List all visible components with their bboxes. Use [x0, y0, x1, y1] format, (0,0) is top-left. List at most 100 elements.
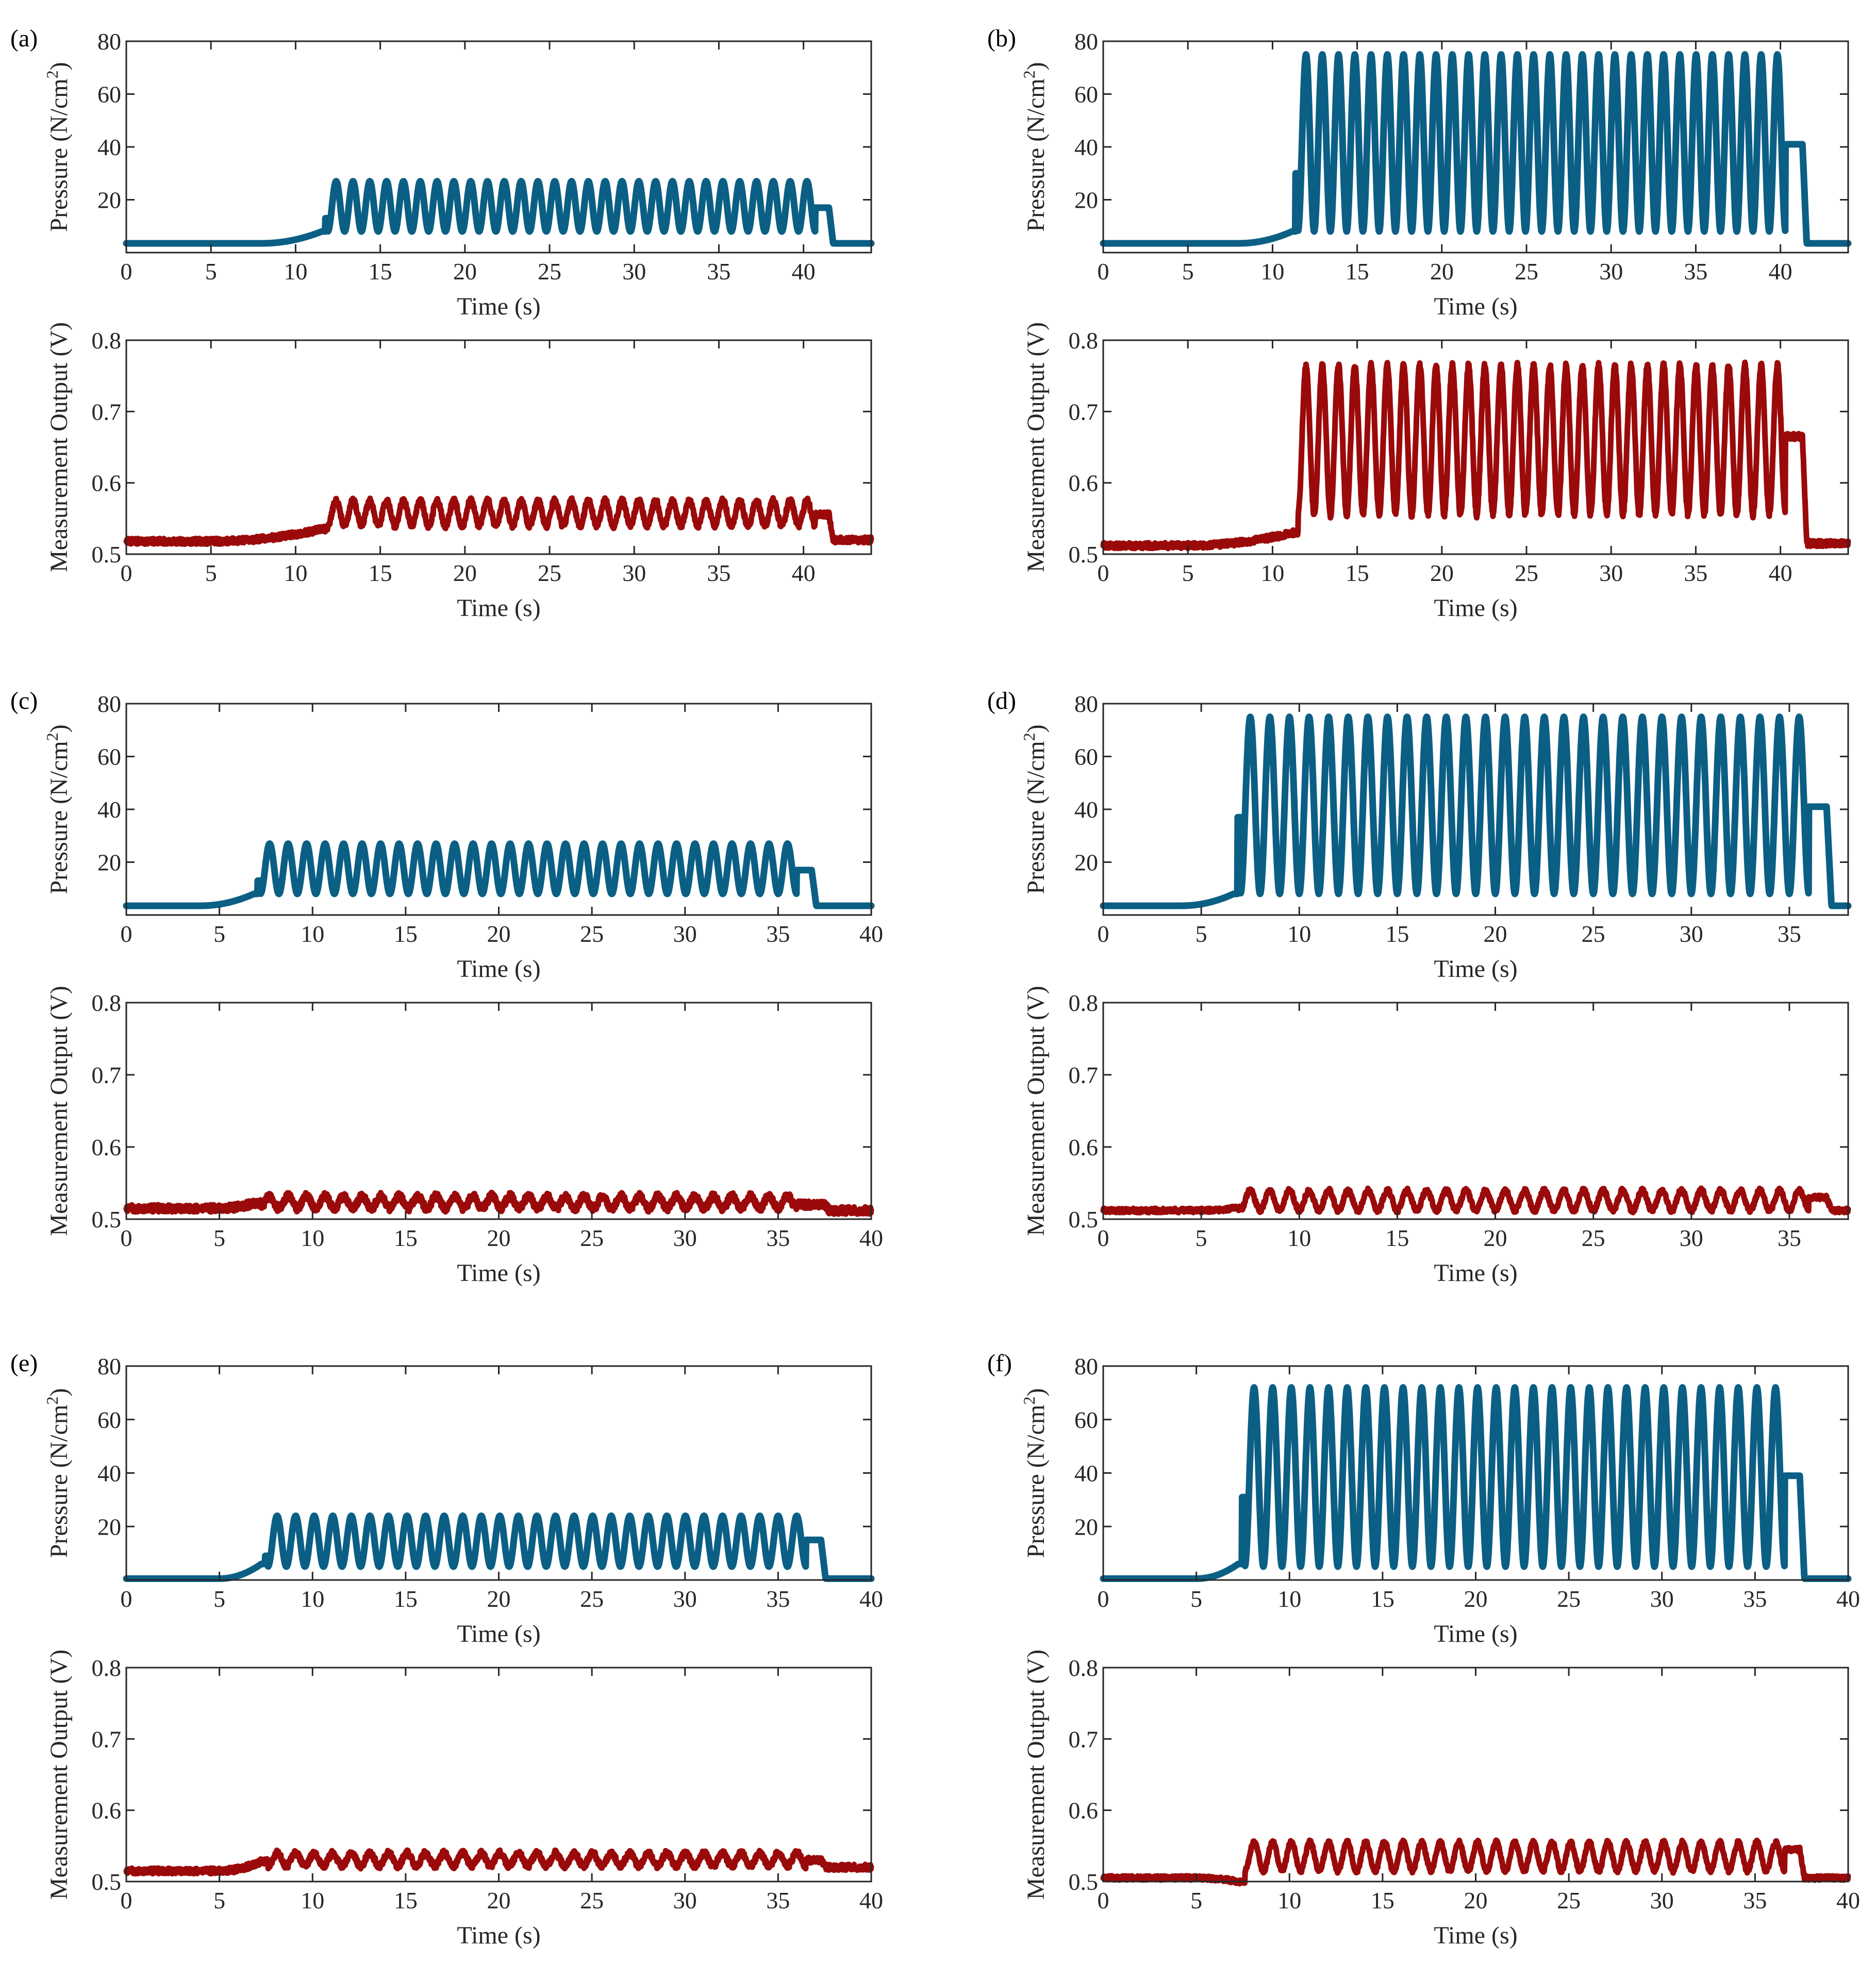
- y-tick-label: 40: [1074, 796, 1098, 823]
- y-tick-label: 60: [1074, 744, 1098, 770]
- y-tick-label: 80: [97, 28, 121, 55]
- panel-4-top-axes: 0 5 10 15 20 25 30 35 40 20 40 60 80 Time (s) Pressure…: [43, 1353, 883, 1648]
- x-tick-label: 35: [1743, 1887, 1767, 1914]
- x-tick-label: 5: [205, 258, 217, 285]
- panel-0-bottom-xlabel: Time (s): [457, 594, 540, 622]
- x-tick-label: 5: [205, 560, 217, 586]
- panel-4-top-xlabel: Time (s): [457, 1620, 540, 1648]
- y-tick-label: 60: [97, 81, 121, 108]
- y-tick-label: 80: [97, 1353, 121, 1379]
- y-tick-label: 0.6: [92, 1134, 122, 1160]
- y-tick-label: 0.6: [1069, 470, 1099, 496]
- x-tick-label: 20: [1484, 1225, 1507, 1251]
- y-tick-label: 20: [97, 187, 121, 213]
- panel-2-bottom-xlabel: Time (s): [457, 1259, 540, 1287]
- panel-3-top-series-line: [1100, 713, 1852, 909]
- y-tick-label: 80: [1074, 691, 1098, 717]
- x-tick-label: 35: [766, 921, 790, 947]
- y-tick-label: 0.8: [1069, 327, 1099, 354]
- x-tick-label: 20: [1464, 1887, 1488, 1914]
- panel-1-top-axes: 0 5 10 15 20 25 30 35 40 20 40 60 80 Time (s) Pressure…: [1020, 28, 1852, 320]
- x-tick-label: 15: [1371, 1586, 1394, 1612]
- x-tick-label: 10: [301, 921, 324, 947]
- panel-4-bottom-series-line: [123, 1847, 874, 1877]
- panel-4-top-ylabel: Pressure (N/cm2): [43, 1388, 73, 1558]
- panel-2-top-series-line: [123, 840, 875, 909]
- panel-3-top-axes: 0 5 10 15 20 25 30 35 20 40 60 80 Time (s) Pressure (…: [1020, 691, 1852, 983]
- x-tick-label: 20: [1464, 1586, 1488, 1612]
- x-tick-label: 10: [1260, 258, 1284, 285]
- x-tick-label: 10: [1277, 1586, 1301, 1612]
- y-tick-label: 0.5: [92, 541, 122, 568]
- x-tick-label: 35: [766, 1225, 790, 1251]
- y-tick-label: 0.5: [1069, 1869, 1099, 1895]
- x-tick-label: 25: [580, 1586, 604, 1612]
- y-tick-label: 20: [1074, 850, 1098, 876]
- y-tick-label: 20: [97, 1513, 121, 1540]
- y-tick-label: 0.6: [92, 1798, 122, 1824]
- panel-0-bottom-axes: 0 5 10 15 20 25 30 35 40 0.5 0.6 0.7 0.8 Time (s) Meas…: [45, 322, 874, 622]
- x-tick-label: 0: [121, 258, 132, 285]
- x-tick-label: 25: [538, 560, 561, 586]
- x-tick-label: 5: [1196, 921, 1207, 947]
- y-tick-label: 0.7: [92, 1726, 122, 1752]
- x-tick-label: 35: [707, 560, 731, 586]
- x-tick-label: 40: [792, 560, 816, 586]
- panel-5-top-xlabel: Time (s): [1434, 1620, 1517, 1648]
- panel-3-top-ylabel: Pressure (N/cm2): [1020, 724, 1050, 894]
- x-tick-label: 15: [394, 1887, 418, 1914]
- x-tick-label: 40: [1836, 1586, 1860, 1612]
- y-tick-label: 20: [97, 850, 121, 876]
- panel-label-0: (a): [10, 25, 38, 52]
- panel-1-bottom-axes: 0 5 10 15 20 25 30 35 40 0.5 0.6 0.7 0.8 Time (s) Meas…: [1022, 322, 1851, 622]
- x-tick-label: 30: [673, 1586, 697, 1612]
- x-tick-label: 10: [1287, 921, 1311, 947]
- panel-3-bottom-xlabel: Time (s): [1434, 1259, 1517, 1287]
- x-tick-label: 25: [1515, 560, 1538, 586]
- x-tick-label: 40: [859, 1586, 883, 1612]
- x-tick-label: 15: [1385, 921, 1409, 947]
- x-tick-label: 30: [673, 921, 697, 947]
- x-tick-label: 5: [213, 1586, 225, 1612]
- x-tick-label: 40: [859, 1887, 883, 1914]
- x-tick-label: 0: [121, 560, 132, 586]
- y-tick-label: 40: [1074, 134, 1098, 160]
- y-tick-label: 0.5: [92, 1869, 122, 1895]
- panel-0-top-series-line: [123, 178, 875, 247]
- y-tick-label: 0.5: [1069, 541, 1099, 568]
- panel-0-bottom-frame: [125, 339, 872, 555]
- x-tick-label: 25: [1582, 921, 1605, 947]
- x-tick-label: 20: [453, 258, 477, 285]
- panel-1-bottom-frame: [1102, 339, 1849, 555]
- y-tick-label: 0.6: [92, 470, 122, 496]
- panel-3-bottom-frame: [1102, 1002, 1849, 1220]
- x-tick-label: 40: [859, 921, 883, 947]
- x-tick-label: 25: [580, 921, 604, 947]
- x-tick-label: 10: [1260, 560, 1284, 586]
- x-tick-label: 25: [1557, 1887, 1581, 1914]
- panel-5-bottom-ylabel: Measurement Output (V): [1022, 1650, 1050, 1900]
- panel-4-bottom-ylabel: Measurement Output (V): [45, 1650, 73, 1900]
- x-tick-label: 10: [301, 1225, 324, 1251]
- x-tick-label: 35: [1684, 258, 1707, 285]
- x-tick-label: 5: [1182, 258, 1194, 285]
- y-tick-label: 0.8: [92, 1655, 122, 1681]
- x-tick-label: 15: [1346, 258, 1369, 285]
- y-tick-label: 60: [1074, 81, 1098, 108]
- panel-5-top-series-line: [1100, 1384, 1852, 1582]
- x-tick-label: 15: [394, 1225, 418, 1251]
- panel-3-bottom-axes: 0 5 10 15 20 25 30 35 0.5 0.6 0.7 0.8 Time (s) Measur…: [1022, 986, 1851, 1287]
- panel-2-bottom-ylabel: Measurement Output (V): [45, 986, 73, 1236]
- x-tick-label: 25: [580, 1225, 604, 1251]
- x-tick-label: 20: [487, 921, 511, 947]
- x-tick-label: 20: [487, 1586, 511, 1612]
- x-tick-label: 35: [1778, 921, 1801, 947]
- panel-3-bottom-ylabel: Measurement Output (V): [1022, 986, 1050, 1236]
- x-tick-label: 35: [1743, 1586, 1767, 1612]
- x-tick-label: 5: [1190, 1887, 1202, 1914]
- y-tick-label: 0.7: [1069, 1726, 1099, 1752]
- x-tick-label: 35: [1684, 560, 1707, 586]
- x-tick-label: 15: [1346, 560, 1369, 586]
- y-tick-label: 0.6: [1069, 1798, 1099, 1824]
- panel-0-top-xlabel: Time (s): [457, 293, 540, 320]
